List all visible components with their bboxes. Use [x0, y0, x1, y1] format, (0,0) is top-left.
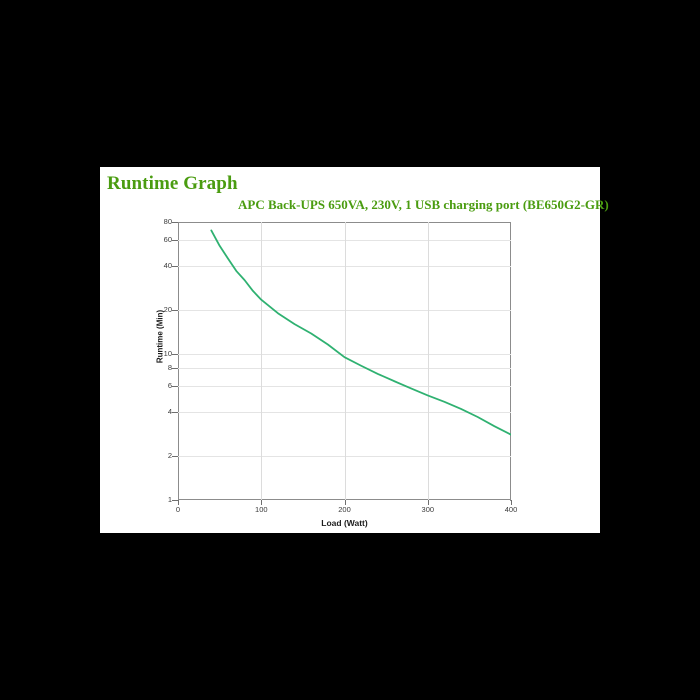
y-axis-label: 60	[163, 235, 172, 245]
runtime-chart: 1 2 4 6 8 10 20 40 60 80 0 100 200 300 400 Load (Watt)…	[156, 218, 518, 529]
chart-subtitle: APC Back-UPS 650VA, 230V, 1 USB charging…	[238, 197, 609, 212]
runtime-graph-panel: Runtime Graph APC Back-UPS 650VA, 230V, …	[100, 167, 609, 533]
x-axis-label: 100	[255, 505, 268, 514]
y-axis-label: 1	[167, 495, 172, 504]
y-axis-label: 2	[167, 451, 172, 460]
y-axis-title: Runtime (Min)	[155, 309, 165, 364]
x-axis-title: Load (Watt)	[321, 518, 368, 528]
y-axis-tick	[172, 309, 178, 311]
x-axis-tick	[178, 500, 179, 505]
y-axis-tick	[172, 456, 178, 457]
runtime-curve	[178, 222, 512, 500]
x-axis-tick	[344, 500, 346, 505]
x-axis-label: 0	[175, 505, 181, 514]
x-axis-label: 300	[421, 505, 435, 514]
x-axis-label: 400	[504, 505, 518, 514]
x-gridline	[261, 222, 263, 500]
y-axis-tick	[172, 386, 178, 388]
y-axis-label: 40	[163, 261, 172, 270]
y-axis-tick	[172, 240, 178, 242]
y-axis-tick	[172, 222, 178, 223]
y-axis-tick	[172, 353, 178, 355]
y-axis-label: 4	[167, 407, 172, 417]
y-axis-label: 20	[163, 304, 172, 314]
x-axis-tick	[427, 500, 429, 505]
y-axis-label: 8	[167, 363, 172, 373]
x-axis-tick	[511, 500, 512, 505]
y-axis-label: 6	[167, 381, 172, 391]
x-axis-tick	[261, 500, 263, 505]
x-axis-label: 200	[338, 505, 351, 514]
y-axis-label: 80	[163, 217, 172, 226]
y-axis-tick	[172, 266, 178, 267]
page-title: Runtime Graph	[107, 173, 238, 194]
y-axis-tick	[172, 368, 178, 370]
x-gridline	[344, 222, 346, 500]
runtime-curve-svg	[210, 229, 512, 436]
y-axis-tick	[172, 500, 178, 501]
x-gridline	[427, 222, 429, 500]
y-axis-label: 10	[163, 348, 172, 358]
series-line	[210, 229, 512, 436]
y-axis-tick	[172, 412, 178, 414]
